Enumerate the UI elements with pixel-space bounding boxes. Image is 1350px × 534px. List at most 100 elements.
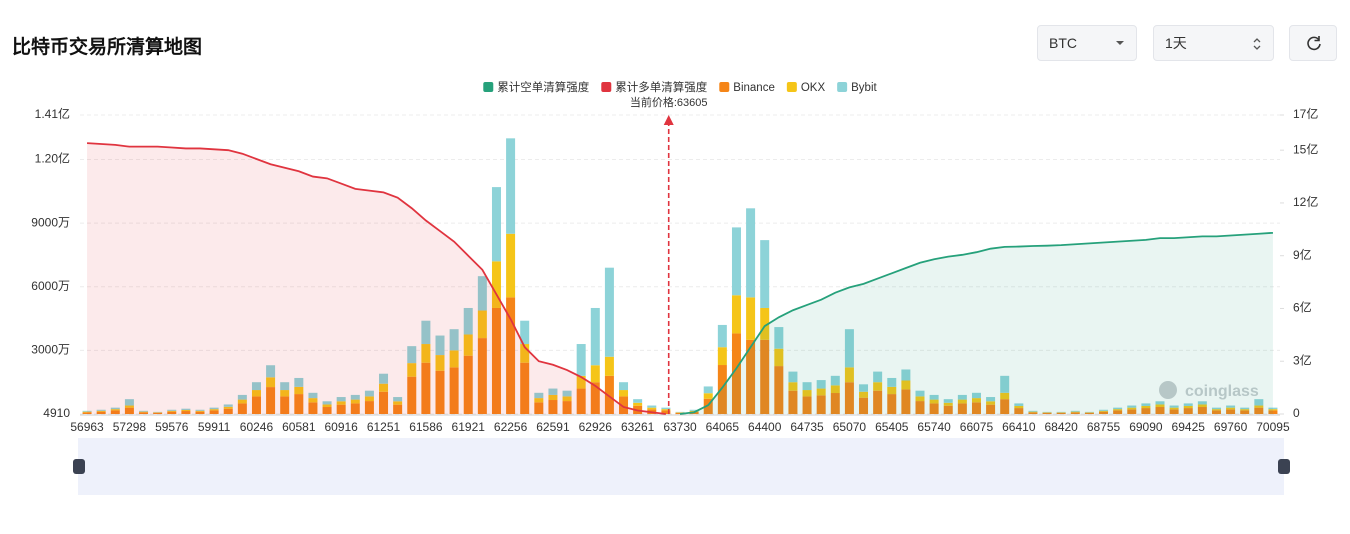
- bar-segment: [957, 394, 967, 400]
- bar-segment: [506, 138, 516, 234]
- symbol-value: BTC: [1049, 35, 1077, 51]
- bar-segment: [336, 397, 346, 402]
- bar-segment: [548, 400, 558, 415]
- bar-segment: [1254, 407, 1264, 415]
- cumulative-line: [679, 231, 1273, 415]
- refresh-button[interactable]: [1289, 25, 1337, 61]
- x-tick-label: 61921: [452, 420, 486, 434]
- bar-segment: [802, 396, 812, 415]
- zoom-handle-right: [1278, 459, 1290, 474]
- cumulative-line: [87, 142, 666, 415]
- current-price-arrow: [663, 115, 674, 125]
- bar-segment: [633, 399, 643, 403]
- bar-segment: [873, 371, 883, 383]
- bar-segment: [986, 404, 996, 415]
- x-tick-label: 70095: [1256, 420, 1290, 434]
- bar-segment: [943, 405, 953, 415]
- bar-segment: [844, 382, 854, 415]
- bar-segment: [463, 355, 473, 415]
- range-select[interactable]: 1天: [1153, 25, 1274, 61]
- bar-segment: [1070, 412, 1080, 415]
- bar-segment: [1183, 403, 1193, 406]
- bar-segment: [266, 365, 276, 378]
- bar-segment: [562, 396, 572, 402]
- bar-segment: [1169, 409, 1179, 415]
- x-tick-label: 64065: [706, 420, 740, 434]
- x-tick-label: 66410: [1002, 420, 1036, 434]
- bar-segment: [915, 401, 925, 415]
- bar-segment: [986, 401, 996, 405]
- bar-segment: [774, 348, 784, 367]
- bar-segment: [576, 375, 586, 389]
- legend-swatch: [483, 82, 494, 92]
- bar-segment: [873, 390, 883, 415]
- bar-segment: [1141, 405, 1151, 409]
- x-tick-label: 60916: [324, 420, 358, 434]
- legend-swatch: [837, 82, 848, 92]
- bar-segment: [280, 396, 290, 415]
- bar-segment: [1155, 401, 1165, 405]
- bar-segment: [1014, 408, 1024, 415]
- bar-segment: [1226, 405, 1236, 408]
- bar-segment: [223, 406, 233, 409]
- bar-segment: [604, 267, 614, 357]
- y2-tick-label: 9亿: [1293, 247, 1312, 262]
- bar-segment: [449, 367, 459, 415]
- bar-segment: [139, 411, 149, 413]
- y2-tick-label: 3亿: [1293, 352, 1312, 367]
- bar-segment: [223, 408, 233, 415]
- legend-label: 累计多单清算强度: [615, 80, 707, 94]
- x-tick-label: 63730: [663, 420, 697, 434]
- bar-segment: [237, 399, 247, 404]
- bar-segment: [1240, 409, 1250, 411]
- bar-segment: [1211, 409, 1221, 411]
- bar-segment: [731, 227, 741, 296]
- updown-icon: [1253, 38, 1261, 50]
- bar-segment: [802, 382, 812, 391]
- bar-segment: [1000, 392, 1010, 400]
- bar-segment: [195, 409, 205, 411]
- bar-segment: [96, 411, 106, 415]
- bar-segment: [82, 410, 92, 412]
- x-tick-label: 62591: [536, 420, 570, 434]
- y-tick-label: 1.20亿: [35, 151, 70, 166]
- bar-segment: [308, 402, 318, 415]
- bar-segment: [1000, 399, 1010, 415]
- bar-segment: [971, 398, 981, 403]
- bar-segment: [619, 396, 629, 415]
- bar-segment: [1014, 405, 1024, 409]
- bar-segment: [675, 412, 685, 415]
- symbol-select[interactable]: BTC: [1037, 25, 1137, 61]
- range-value: 1天: [1165, 35, 1187, 51]
- bar-segment: [181, 411, 191, 415]
- bar-segment: [393, 404, 403, 415]
- x-tick-label: 64735: [790, 420, 824, 434]
- bar-segment: [562, 390, 572, 397]
- bar-segment: [1155, 407, 1165, 415]
- y-tick-label: 1.41亿: [35, 106, 70, 121]
- bar-segment: [364, 396, 374, 402]
- bar-segment: [139, 410, 149, 412]
- bar-segment: [350, 403, 360, 415]
- bar-segment: [294, 394, 304, 415]
- bar-segment: [661, 409, 671, 411]
- x-tick-label: 60581: [282, 420, 316, 434]
- bar-segment: [308, 398, 318, 403]
- bar-segment: [971, 392, 981, 399]
- bar-segment: [251, 396, 261, 415]
- x-tick-label: 60246: [240, 420, 274, 434]
- bar-segment: [491, 187, 501, 262]
- bar-segment: [590, 382, 600, 415]
- bar-segment: [717, 324, 727, 348]
- bar-segment: [887, 386, 897, 395]
- bar-segment: [1056, 412, 1066, 415]
- bar-segment: [124, 399, 134, 406]
- y2-tick-label: 0: [1293, 406, 1300, 420]
- bar-segment: [491, 261, 501, 308]
- bar-segment: [901, 380, 911, 390]
- x-tick-label: 61586: [409, 420, 443, 434]
- caret-icon: [1116, 41, 1124, 45]
- bar-segment: [844, 367, 854, 383]
- bar-segment: [82, 412, 92, 415]
